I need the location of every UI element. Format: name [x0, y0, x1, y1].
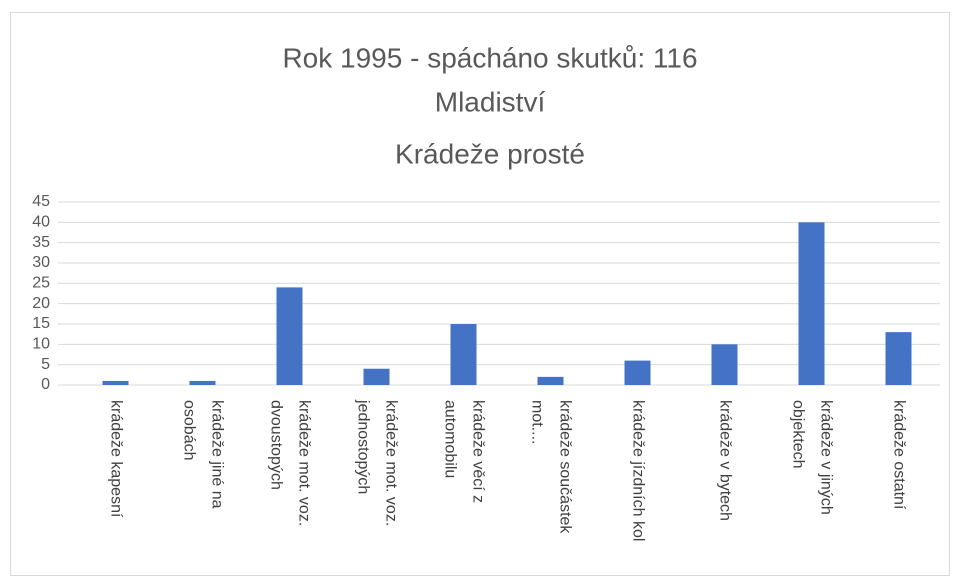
x-tick-label: krádeže mot. voz. dvoustopých	[267, 400, 313, 527]
x-tick-label: krádeže v bytech	[716, 400, 734, 521]
chart-title: Krádeže prosté	[395, 138, 585, 169]
y-tick-label: 25	[32, 275, 50, 292]
x-tick-label: krádeže jiné na osobách	[180, 400, 226, 509]
bar	[537, 376, 564, 385]
bar	[189, 380, 216, 385]
y-tick-label: 40	[32, 214, 50, 231]
x-tick-label: krádeže součástek mot....	[528, 400, 574, 534]
y-tick-label: 5	[41, 356, 50, 373]
y-tick-label: 35	[32, 234, 50, 251]
bar	[276, 287, 303, 385]
bar	[798, 222, 825, 385]
bar	[450, 324, 477, 385]
chart-title: Mladiství	[435, 86, 546, 117]
x-tick-label: krádeže v jiných objektech	[789, 400, 835, 515]
x-tick-label: krádeže kapesní	[107, 400, 125, 518]
bar	[624, 360, 651, 385]
chart-title: Rok 1995 - spácháno skutků: 116	[282, 42, 697, 73]
x-tick-label: krádeže ostatní	[890, 400, 908, 510]
y-tick-label: 10	[32, 336, 50, 353]
y-tick-label: 30	[32, 254, 50, 271]
x-tick-label: krádeže věcí z automobilu	[441, 400, 487, 504]
bar	[363, 368, 390, 385]
y-tick-label: 45	[32, 193, 50, 210]
bar	[711, 344, 738, 385]
x-tick-label: krádeže jízdních kol	[629, 400, 647, 542]
bar	[102, 380, 129, 385]
y-tick-label: 0	[41, 376, 50, 393]
chart-border	[10, 12, 950, 576]
bar	[885, 332, 912, 385]
y-tick-label: 20	[32, 295, 50, 312]
y-tick-label: 15	[32, 315, 50, 332]
x-tick-label: krádeže mot. voz. jednostopých	[354, 400, 400, 527]
